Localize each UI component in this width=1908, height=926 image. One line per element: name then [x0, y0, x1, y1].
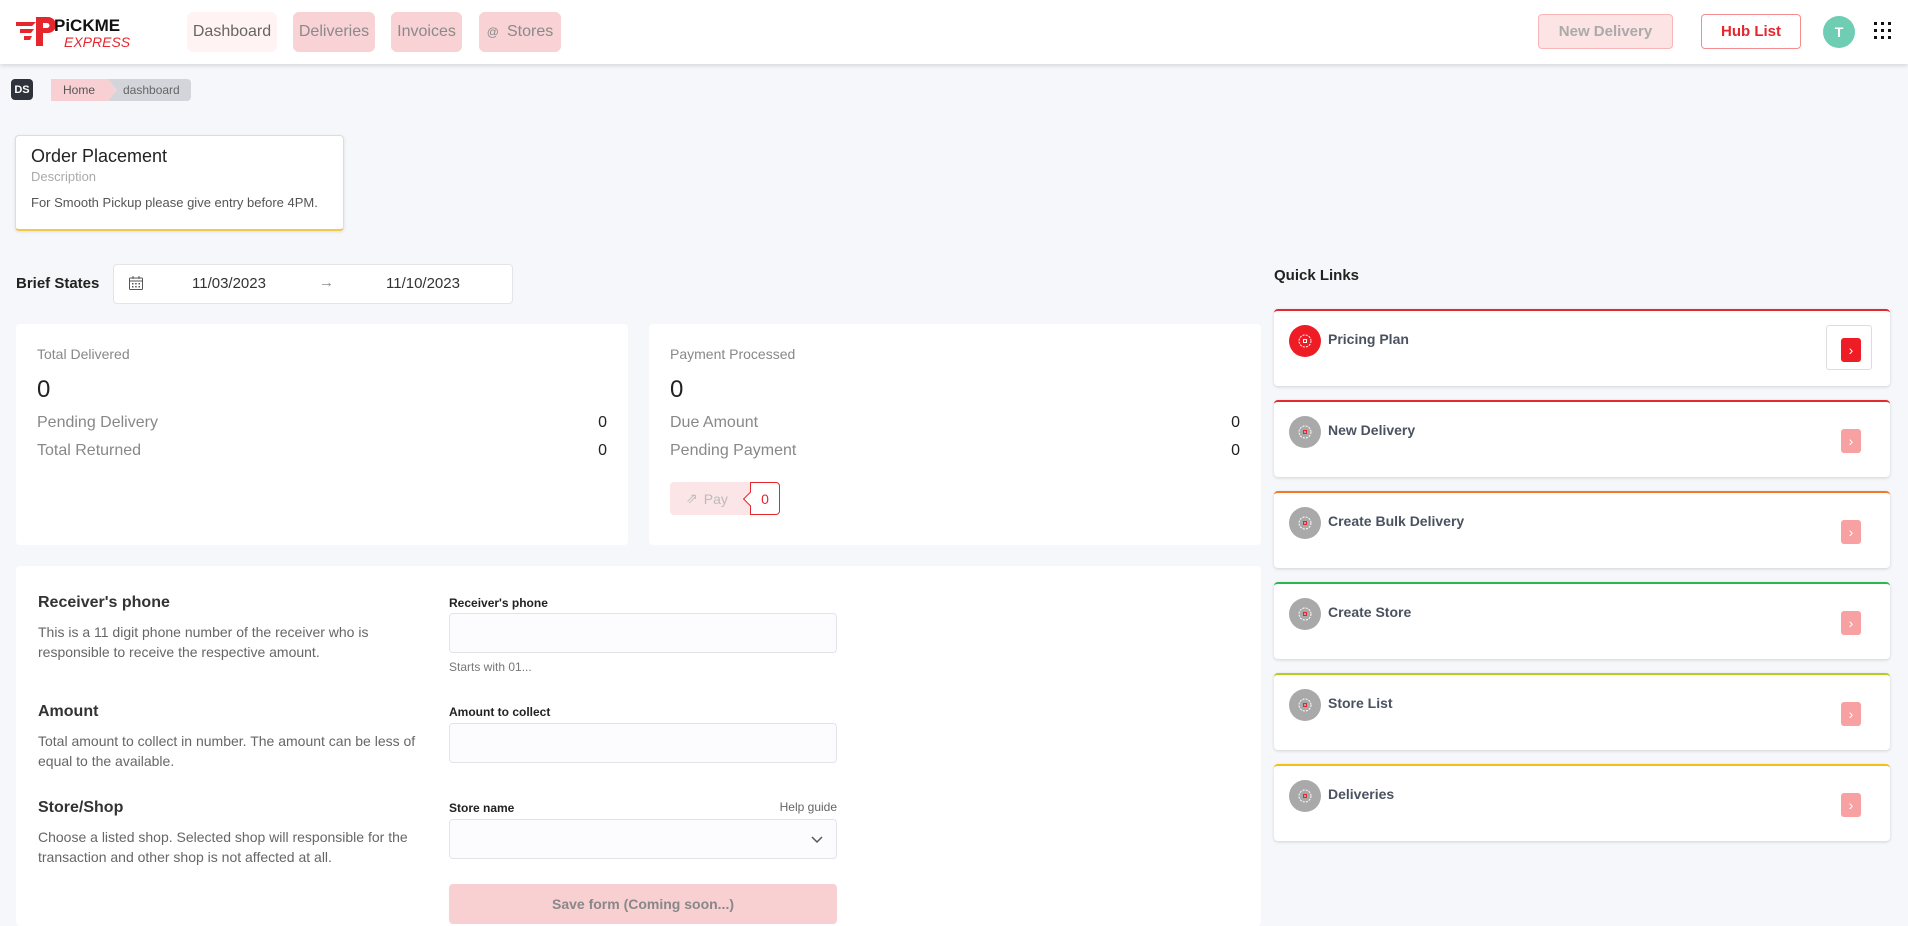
row-label: Total Returned	[37, 442, 142, 459]
notice-title: Order Placement	[31, 146, 168, 166]
grid-icon[interactable]	[1874, 22, 1892, 40]
row-value: 0	[1231, 442, 1240, 459]
stat-row: Total Returned 0	[37, 442, 607, 460]
nav-label: Dashboard	[192, 23, 272, 40]
nav-label: Deliveries	[298, 23, 370, 40]
nav-label: Invoices	[397, 23, 456, 40]
amount-description: Total amount to collect in number. The a…	[38, 733, 416, 769]
notice-subtitle: Description	[31, 169, 97, 184]
gear-icon	[1289, 689, 1321, 721]
chevron-down-icon	[810, 832, 824, 850]
receiver-phone-input[interactable]	[449, 613, 837, 653]
pay-count: 0	[750, 482, 780, 515]
stat-row: Pending Delivery 0	[37, 414, 607, 432]
start-date[interactable]: 11/03/2023	[192, 275, 266, 292]
row-label: Pending Delivery	[37, 414, 158, 431]
arrow-right-icon: →	[319, 274, 334, 291]
store-label: Store name	[449, 801, 515, 815]
row-label: Due Amount	[670, 414, 759, 431]
quick-link-create-store[interactable]: Create Store ›	[1274, 582, 1890, 659]
gear-icon	[1289, 507, 1321, 539]
amount-input[interactable]	[449, 723, 837, 763]
new-delivery-button[interactable]: New Delivery	[1538, 14, 1673, 49]
stat-label: Payment Processed	[670, 346, 796, 362]
quick-link-label: Create Bulk Delivery	[1328, 513, 1465, 529]
stat-value: 0	[37, 376, 51, 403]
stat-row: Due Amount 0	[670, 414, 1240, 432]
nav-deliveries[interactable]: Deliveries	[293, 12, 375, 52]
stat-label: Total Delivered	[37, 346, 130, 362]
help-guide-link[interactable]: Help guide	[779, 800, 837, 814]
pay-button-group: ⇗ Pay 0	[670, 482, 1240, 515]
at-icon: @	[486, 25, 499, 39]
phone-hint: Starts with 01...	[449, 660, 532, 674]
hub-list-button[interactable]: Hub List	[1701, 14, 1801, 49]
quick-link-store-list[interactable]: Store List ›	[1274, 673, 1890, 750]
stat-row: Pending Payment 0	[670, 442, 1240, 460]
nav-dashboard[interactable]: Dashboard	[187, 12, 277, 52]
quick-link-label: New Delivery	[1328, 422, 1416, 438]
date-range-picker[interactable]: 11/03/2023 → 11/10/2023	[113, 264, 513, 304]
phone-description: This is a 11 digit phone number of the r…	[38, 624, 369, 660]
quick-link-create-bulk-delivery[interactable]: Create Bulk Delivery ›	[1274, 491, 1890, 568]
pay-label: Pay	[703, 490, 728, 507]
delivery-stats-card: Total Delivered 0 Pending Delivery 0 Tota…	[16, 324, 628, 545]
collection-form: Receiver's phone This is a 11 digit phon…	[16, 566, 1261, 926]
quick-links-title: Quick Links	[1274, 267, 1360, 284]
quick-link-label: Pricing Plan	[1328, 331, 1409, 347]
breadcrumb-home[interactable]: Home	[51, 79, 116, 101]
amount-heading: Amount	[38, 703, 99, 720]
quick-link-label: Deliveries	[1328, 786, 1395, 802]
phone-heading: Receiver's phone	[38, 594, 170, 611]
chevron-right-icon[interactable]: ›	[1841, 793, 1861, 817]
quick-link-label: Store List	[1328, 695, 1393, 711]
gear-icon	[1289, 598, 1321, 630]
svg-text:EXPRESS: EXPRESS	[64, 34, 131, 50]
chevron-right-icon[interactable]: ›	[1841, 520, 1861, 544]
quick-link-new-delivery[interactable]: New Delivery ›	[1274, 400, 1890, 477]
row-value: 0	[598, 414, 607, 431]
row-value: 0	[1231, 414, 1240, 431]
chevron-right-icon[interactable]: ›	[1841, 338, 1861, 362]
chevron-right-icon[interactable]: ›	[1841, 429, 1861, 453]
nav-stores[interactable]: @ Stores	[479, 12, 561, 52]
gear-icon	[1289, 416, 1321, 448]
save-form-button[interactable]: Save form (Coming soon...)	[449, 884, 837, 924]
row-value: 0	[598, 442, 607, 459]
stat-value: 0	[670, 376, 684, 403]
row-label: Pending Payment	[670, 442, 797, 459]
quick-link-pricing-plan[interactable]: Pricing Plan ›	[1274, 309, 1890, 386]
brief-states-label: Brief States	[16, 275, 100, 292]
breadcrumb-dashboard: dashboard	[108, 79, 191, 101]
quick-link-deliveries[interactable]: Deliveries ›	[1274, 764, 1890, 841]
chevron-right-icon[interactable]: ›	[1841, 702, 1861, 726]
calendar-icon	[128, 275, 144, 295]
quick-link-label: Create Store	[1328, 604, 1412, 620]
store-heading: Store/Shop	[38, 799, 124, 816]
store-select[interactable]	[449, 819, 837, 859]
chevron-right-icon[interactable]: ›	[1841, 611, 1861, 635]
gear-icon	[1289, 780, 1321, 812]
arrow-button-frame	[1826, 325, 1872, 370]
nav-label: Stores	[506, 23, 554, 40]
store-description: Choose a listed shop. Selected shop will…	[38, 829, 408, 865]
payment-stats-card: Payment Processed 0 Due Amount 0 Pending …	[649, 324, 1261, 545]
notice-text: For Smooth Pickup please give entry befo…	[31, 195, 318, 210]
pickme-express-logo[interactable]: PiCKME EXPRESS	[14, 14, 166, 50]
svg-text:PiCKME: PiCKME	[54, 16, 120, 35]
end-date[interactable]: 11/10/2023	[386, 275, 460, 292]
gear-icon	[1289, 325, 1321, 357]
order-placement-notice: Order Placement Description For Smooth P…	[15, 135, 344, 231]
pay-button[interactable]: ⇗ Pay	[670, 482, 750, 515]
amount-label: Amount to collect	[449, 705, 551, 719]
share-icon: ⇗	[686, 490, 698, 506]
phone-label: Receiver's phone	[449, 596, 548, 610]
ds-badge: DS	[11, 79, 33, 100]
avatar[interactable]: T	[1823, 16, 1855, 48]
nav-invoices[interactable]: Invoices	[391, 12, 462, 52]
top-navbar: PiCKME EXPRESS Dashboard Deliveries Invo…	[0, 0, 1908, 64]
